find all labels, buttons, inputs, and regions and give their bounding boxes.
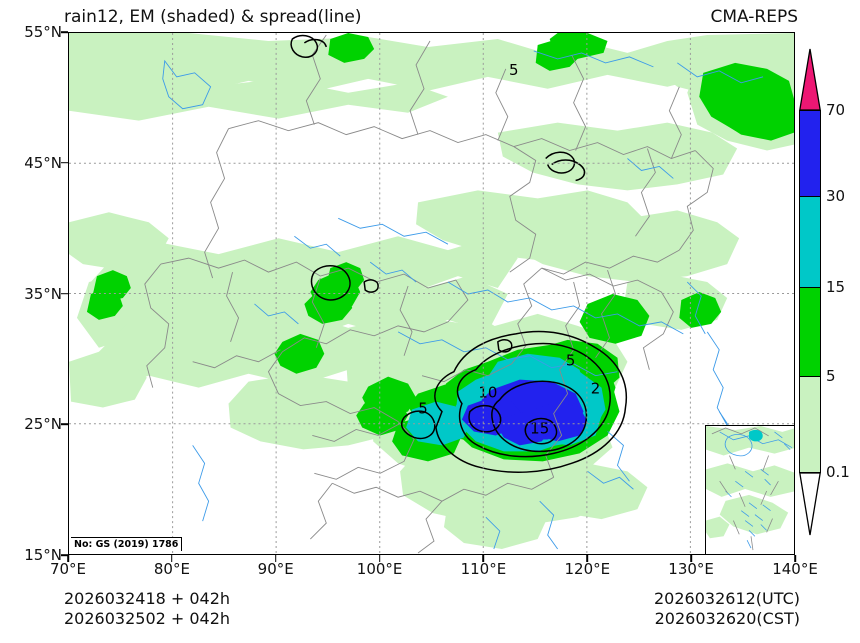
y-tick-label-55n: 55°N <box>24 23 62 41</box>
x-tick-label-120e: 120°E <box>564 560 611 578</box>
map-plot-area: 5 5 10 15 5 2 <box>68 32 795 555</box>
contour-label-2: 2 <box>591 380 601 398</box>
x-tick-label-140e: 140°E <box>772 560 818 578</box>
x-tick-label-100e: 100°E <box>356 560 403 578</box>
south-china-sea-inset <box>705 425 794 554</box>
y-tick-label-25n: 25°N <box>24 415 62 434</box>
contour-label-5-west: 5 <box>418 400 428 418</box>
colorbar-label-15: 15 <box>826 278 846 296</box>
colorbar-label-70: 70 <box>826 101 846 119</box>
colorbar-band-0.1-5 <box>799 376 821 472</box>
colorbar-tick-30 <box>799 196 821 198</box>
y-tick-label-45n: 45°N <box>24 153 62 172</box>
x-tick-mark <box>690 555 692 562</box>
x-tick-label-80e: 80°E <box>153 560 190 578</box>
y-tick-label-15n: 15°N <box>24 546 62 564</box>
colorbar-tick-70 <box>799 110 821 112</box>
contour-label-5-north: 5 <box>509 61 519 79</box>
y-tick-mark <box>61 423 68 426</box>
contour-label-5-core: 5 <box>566 352 576 370</box>
map-approval-number: No: GS (2019) 1786 <box>71 537 183 551</box>
model-name-label: CMA-REPS <box>710 7 798 27</box>
y-tick-label-35n: 35°N <box>24 284 62 303</box>
x-tick-mark <box>586 555 589 562</box>
colorbar-band-30-70 <box>799 110 821 196</box>
y-tick-mark <box>61 554 68 556</box>
chart-title: rain12, EM (shaded) & spread(line) <box>64 7 362 27</box>
x-tick-mark <box>378 555 381 562</box>
x-tick-mark <box>67 555 69 562</box>
x-tick-mark <box>482 555 485 562</box>
x-tick-label-90e: 90°E <box>257 560 294 578</box>
x-tick-label-110e: 110°E <box>460 560 507 578</box>
x-tick-mark <box>171 555 173 562</box>
x-tick-label-130e: 130°E <box>668 560 714 578</box>
y-tick-mark <box>61 31 68 33</box>
colorbar-over-arrow <box>799 48 821 111</box>
colorbar-label-30: 30 <box>826 187 846 205</box>
colorbar-tick-5 <box>799 376 821 378</box>
colorbar-label-5: 5 <box>826 367 836 385</box>
colorbar: 70 30 15 5 0.1 <box>799 48 850 536</box>
y-tick-mark <box>61 292 68 295</box>
map-canvas: 5 5 10 15 5 2 <box>69 33 794 554</box>
colorbar-under-arrow <box>799 472 821 536</box>
footer-init-time-utc: 2026032418 + 042h <box>64 589 231 608</box>
footer-init-time-cst: 2026032502 + 042h <box>64 609 231 628</box>
footer-valid-time-cst: 2026032620(CST) <box>654 609 800 628</box>
x-tick-mark <box>274 555 277 562</box>
precipitation-shading-layer <box>69 33 794 550</box>
map-gridlines-layer <box>69 33 794 554</box>
map-boundaries-layer <box>144 34 764 554</box>
colorbar-band-5-15 <box>799 287 821 376</box>
footer-valid-time-utc: 2026032612(UTC) <box>654 589 800 608</box>
x-tick-label-70e: 70°E <box>49 560 87 578</box>
colorbar-label-0.1: 0.1 <box>826 463 850 481</box>
y-tick-mark <box>61 162 68 164</box>
x-tick-mark <box>794 555 796 562</box>
colorbar-band-15-30 <box>799 196 821 287</box>
colorbar-tick-15 <box>799 287 821 289</box>
